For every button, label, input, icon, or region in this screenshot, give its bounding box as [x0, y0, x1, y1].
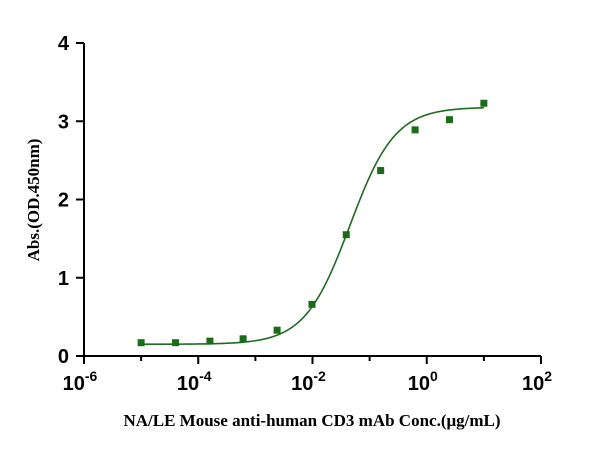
fit-curve	[141, 106, 484, 346]
x-tick-label: 100	[408, 368, 438, 395]
x-tick-label: 10-4	[177, 368, 212, 395]
x-tick-exponent: -6	[85, 368, 98, 384]
y-tick-label: 3	[58, 111, 69, 133]
x-tick-label: 102	[522, 368, 552, 395]
x-tick-base: 10	[63, 373, 85, 395]
y-axis: 0 1 2 3 4	[58, 33, 85, 368]
data-point	[342, 231, 350, 239]
data-point	[480, 99, 488, 107]
x-tick-base: 10	[291, 373, 313, 395]
x-tick-exponent: -4	[199, 368, 212, 384]
data-point	[206, 337, 214, 345]
data-point	[377, 167, 385, 175]
x-axis: 10-6 10-4 10-2 100 102	[63, 355, 552, 395]
data-point	[445, 116, 453, 124]
y-tick-label: 4	[58, 33, 70, 55]
x-tick-base: 10	[522, 373, 544, 395]
x-tick-exponent: 0	[430, 368, 438, 384]
data-point	[273, 326, 281, 334]
x-tick-base: 10	[177, 373, 199, 395]
y-tick-label: 2	[58, 190, 69, 212]
y-ticks: 0 1 2 3 4	[58, 33, 84, 368]
data-point	[172, 339, 180, 347]
x-tick-exponent: -2	[313, 368, 326, 384]
y-tick-label: 1	[58, 268, 69, 290]
x-axis-title: NA/LE Mouse anti-human CD3 mAb Conc.(μg/…	[123, 411, 500, 430]
x-tick-label: 10-2	[291, 368, 326, 395]
x-tick-base: 10	[408, 373, 430, 395]
x-tick-label: 10-6	[63, 368, 98, 395]
data-point	[308, 300, 316, 308]
data-points	[137, 99, 488, 347]
y-axis-title: Abs.(OD.450nm)	[24, 139, 43, 262]
data-point	[411, 126, 419, 134]
data-point	[137, 339, 145, 347]
y-tick-label: 0	[58, 346, 69, 368]
data-point	[239, 335, 247, 343]
x-ticks: 10-6 10-4 10-2 100 102	[63, 356, 552, 395]
x-tick-exponent: 2	[544, 368, 552, 384]
